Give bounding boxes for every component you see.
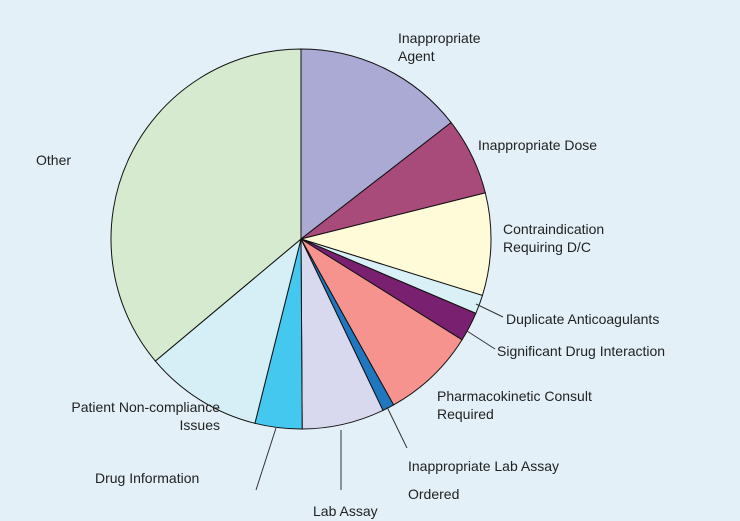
slice-label: Drug Information <box>95 470 200 486</box>
pie-slice <box>299 192 492 297</box>
slice-label: Patient Non-compliance Issues <box>71 399 220 433</box>
leader-line <box>466 330 496 350</box>
slice-label: Contraindication Requiring D/C <box>503 221 605 255</box>
slice-label: Significant Drug Interaction <box>497 343 666 359</box>
pie-slice <box>154 237 302 424</box>
pie-slice <box>300 238 463 406</box>
slice-label: Pharmacokinetic Consult Required <box>437 388 592 422</box>
slice-label: Inappropriate Agent <box>398 30 481 64</box>
slice-label: Other <box>36 152 72 168</box>
pie-slice <box>300 48 452 241</box>
slice-label: Inappropriate Lab Assay Ordered <box>408 458 559 502</box>
leader-lines <box>255 303 504 491</box>
leader-line <box>386 406 408 449</box>
leader-line <box>475 303 504 318</box>
slice-label: Duplicate Anticoagulants <box>506 311 660 327</box>
slice-label: Lab Assay <box>313 503 378 519</box>
pie-slice <box>110 48 302 362</box>
slice-label: Inappropriate Dose <box>478 137 598 153</box>
pie <box>110 48 492 430</box>
leader-line <box>255 427 277 491</box>
